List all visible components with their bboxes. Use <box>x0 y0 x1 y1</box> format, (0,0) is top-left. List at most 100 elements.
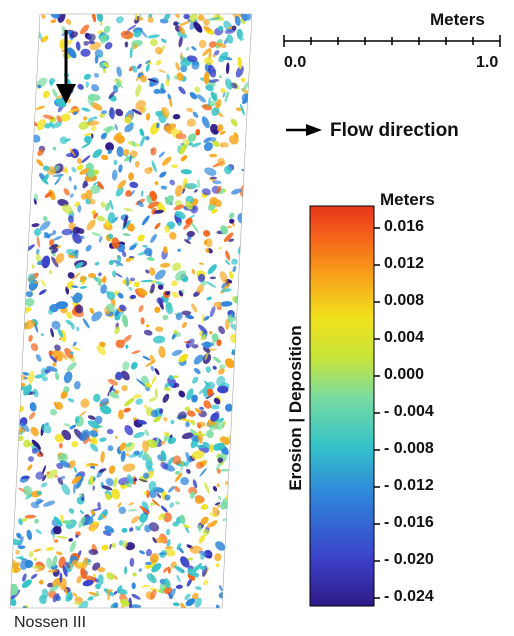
dod-patch <box>204 167 217 176</box>
legend-title: Meters <box>380 190 435 209</box>
dod-patch <box>197 178 200 189</box>
dod-patch <box>202 528 210 537</box>
dod-patch <box>31 223 40 228</box>
dod-patch <box>153 335 166 344</box>
dod-patch <box>72 272 81 280</box>
dod-patch <box>203 18 210 26</box>
dod-patch <box>154 222 161 230</box>
dod-patch <box>92 485 96 491</box>
dod-patch <box>52 146 57 151</box>
dod-patch <box>160 450 167 462</box>
dod-patch <box>168 98 173 108</box>
dod-patch <box>51 256 59 268</box>
dod-patch <box>100 201 106 208</box>
dod-patch <box>203 142 213 152</box>
dod-patch <box>184 593 191 601</box>
dod-patch <box>211 106 220 117</box>
dod-patch <box>87 96 95 107</box>
dod-patch <box>52 173 65 177</box>
dod-patch <box>180 556 190 568</box>
dod-patch <box>226 225 232 229</box>
dod-patch <box>32 388 39 398</box>
dod-patch <box>145 360 156 367</box>
dod-patch <box>131 582 136 590</box>
dod-patch <box>116 66 122 77</box>
dod-patch <box>137 287 148 296</box>
dod-patch <box>224 480 229 486</box>
dod-patch <box>81 557 89 570</box>
dod-patch <box>140 317 145 325</box>
legend-tick-label: 0.012 <box>384 255 425 272</box>
dod-patch <box>79 410 87 417</box>
dod-patch <box>177 248 181 252</box>
dod-patch <box>208 17 221 21</box>
dod-patch <box>65 319 73 326</box>
legend-tick-label: - 0.004 <box>384 403 434 420</box>
dod-patch <box>67 47 77 59</box>
dod-patch <box>185 201 193 210</box>
dod-patch <box>49 121 55 129</box>
dod-patch <box>201 188 211 196</box>
legend-tick-label: 0.004 <box>384 329 425 346</box>
dod-patch <box>175 312 183 321</box>
dod-patch <box>82 579 94 587</box>
dod-patch <box>176 543 182 551</box>
dod-patch <box>50 327 54 338</box>
dod-patch <box>210 91 217 102</box>
dod-patch <box>68 176 72 182</box>
dod-patch <box>149 553 159 564</box>
dod-patch <box>240 14 248 22</box>
dod-patch <box>64 165 68 175</box>
dod-patch <box>93 73 100 78</box>
dod-patch <box>160 185 168 190</box>
dod-patch <box>208 556 213 559</box>
dod-patch <box>60 513 64 523</box>
dod-patch <box>38 173 45 179</box>
dod-patch <box>164 494 171 501</box>
dod-patch <box>121 250 127 258</box>
dod-patch <box>186 578 193 587</box>
dod-patch <box>163 512 172 523</box>
dod-patch <box>207 248 213 254</box>
dod-patch <box>61 228 73 236</box>
dod-patch <box>101 110 108 115</box>
dod-patch <box>181 289 185 294</box>
dod-patch <box>54 434 65 443</box>
dod-patch <box>199 550 207 556</box>
dod-patch <box>65 18 72 25</box>
dod-patch <box>205 84 214 92</box>
dod-patch <box>176 72 184 81</box>
dod-patch <box>52 88 58 98</box>
dod-patch <box>106 303 115 312</box>
dod-patch <box>225 62 230 75</box>
dod-patch <box>218 247 222 250</box>
dod-patch <box>114 435 119 440</box>
dod-patch <box>182 524 191 529</box>
dod-patch <box>92 573 97 578</box>
dod-patch <box>194 189 198 193</box>
dod-patch <box>147 78 158 83</box>
dod-patch <box>156 122 160 129</box>
dod-patch <box>97 277 102 287</box>
dod-patch <box>128 255 135 259</box>
dod-patch <box>159 582 166 595</box>
dod-patch <box>125 344 129 349</box>
dod-patch <box>211 333 219 343</box>
dod-patch <box>152 537 157 544</box>
dod-patch <box>82 318 90 329</box>
dod-patch <box>87 596 94 601</box>
dod-patch <box>228 212 235 219</box>
dod-patch <box>111 237 120 249</box>
dod-patch <box>203 239 208 245</box>
dod-patch <box>167 485 175 493</box>
dod-patch <box>172 383 180 388</box>
dod-patch <box>186 118 196 127</box>
dod-patch <box>175 270 186 281</box>
dod-patch <box>222 91 226 98</box>
dod-patch <box>178 547 184 554</box>
dod-patch <box>63 423 72 427</box>
dod-patch <box>145 549 152 557</box>
dod-patch <box>89 198 96 205</box>
dod-patch <box>71 441 79 448</box>
dod-patch <box>44 123 52 129</box>
